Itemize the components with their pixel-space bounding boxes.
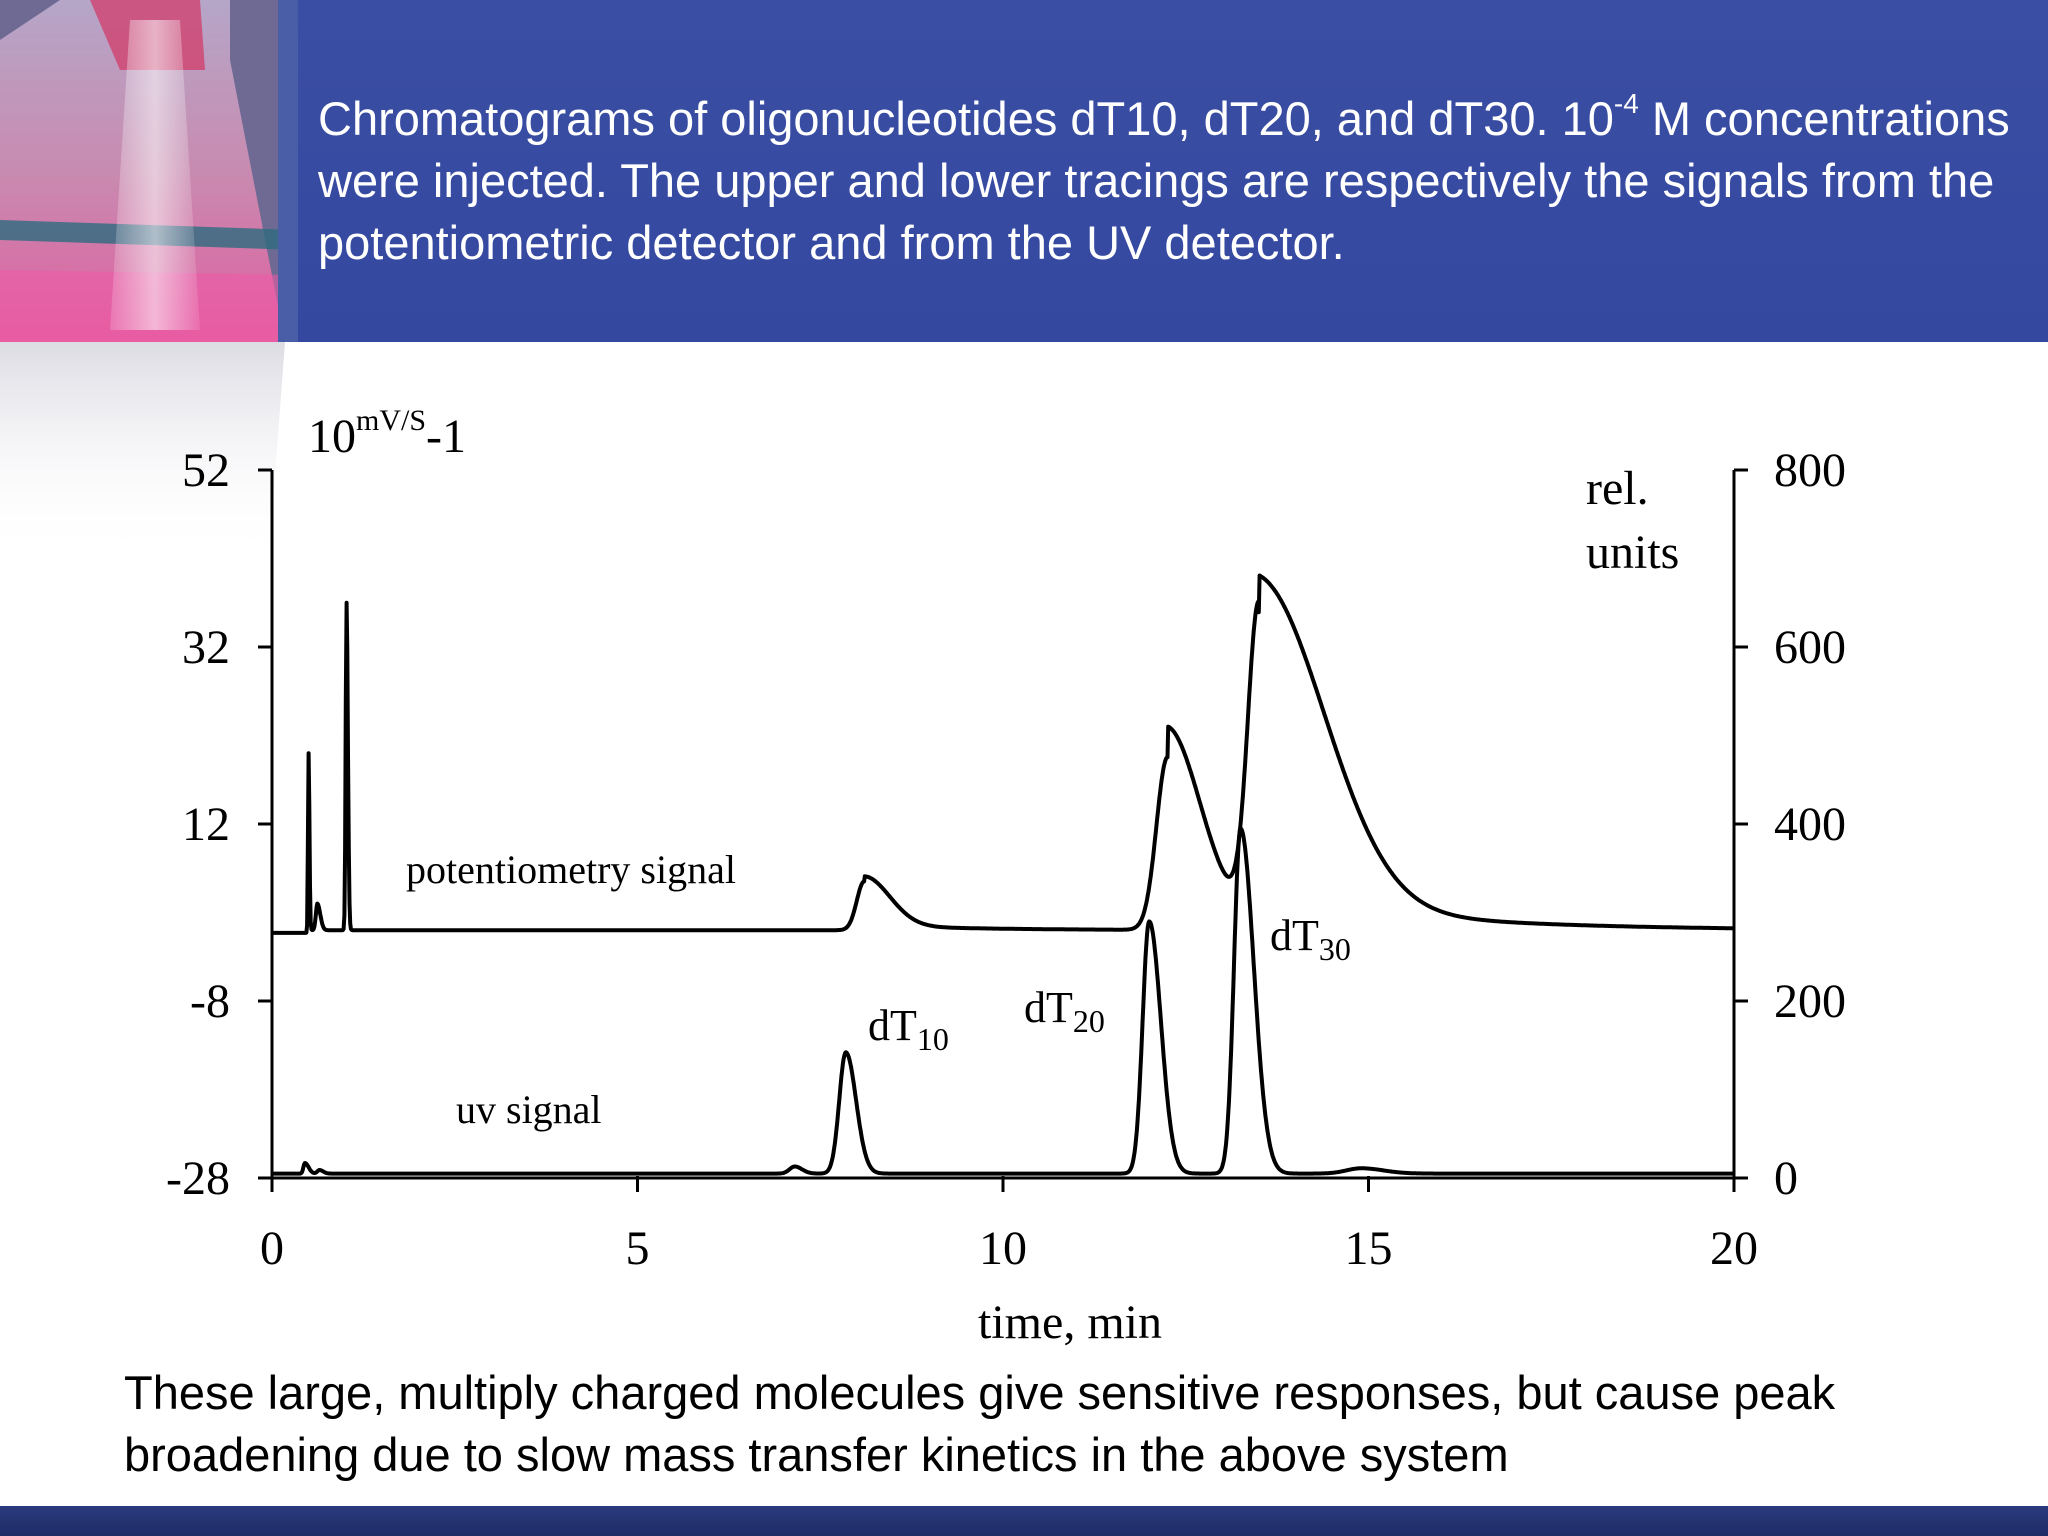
- flask-reflection: [0, 342, 298, 582]
- right-y-tick-label: 800: [1774, 444, 1846, 497]
- dT10-peak-label: dT10: [868, 1001, 949, 1057]
- left-y-tick-label: -28: [166, 1152, 230, 1205]
- left-y-tick-label: -8: [190, 975, 230, 1028]
- left-axis-label: 10mV/S-1: [308, 404, 466, 463]
- caption-text-part1: Chromatograms of oligonucleotides dT10, …: [318, 92, 1614, 145]
- right-axis-label-line1: rel.: [1586, 462, 1649, 515]
- caption-text-part2: M concentrations were injected. The uppe…: [318, 92, 2010, 269]
- x-tick-label: 20: [1710, 1222, 1758, 1275]
- chart-axes: 52 32 12 -8 -28 800 600 400 200 0 0 5 10 15 20: [166, 444, 1846, 1275]
- right-y-tick-label: 200: [1774, 975, 1846, 1028]
- x-tick-label: 5: [626, 1222, 650, 1275]
- bottom-band: [0, 1506, 2048, 1536]
- dT20-peak-label: dT20: [1024, 983, 1105, 1039]
- uv-signal-label: uv signal: [456, 1087, 602, 1132]
- left-y-tick-label: 52: [182, 444, 230, 497]
- right-axis-label-line2: units: [1586, 526, 1679, 579]
- slide-caption: Chromatograms of oligonucleotides dT10, …: [318, 88, 2028, 274]
- x-tick-label: 10: [979, 1222, 1027, 1275]
- chromatogram-chart: 52 32 12 -8 -28 800 600 400 200 0 0 5 10 15 20 10mV/S-…: [166, 404, 1846, 1349]
- x-axis-label: time, min: [978, 1296, 1162, 1349]
- slide-footer-text: These large, multiply charged molecules …: [124, 1366, 1836, 1481]
- left-y-tick-label: 12: [182, 798, 230, 851]
- dT30-peak-label: dT30: [1270, 911, 1351, 967]
- right-y-tick-label: 400: [1774, 798, 1846, 851]
- potentiometry-signal-label: potentiometry signal: [406, 847, 736, 892]
- right-y-tick-label: 0: [1774, 1152, 1798, 1205]
- x-tick-label: 0: [260, 1222, 284, 1275]
- potentiometry-trace: [270, 573, 1736, 935]
- flask-image: [0, 0, 298, 342]
- left-y-tick-label: 32: [182, 621, 230, 674]
- right-y-tick-label: 600: [1774, 621, 1846, 674]
- uv-trace: [270, 826, 1736, 1176]
- title-band: Chromatograms of oligonucleotides dT10, …: [0, 0, 2048, 342]
- x-tick-label: 15: [1345, 1222, 1393, 1275]
- chart-traces: [270, 573, 1736, 1176]
- caption-exponent: -4: [1613, 88, 1639, 119]
